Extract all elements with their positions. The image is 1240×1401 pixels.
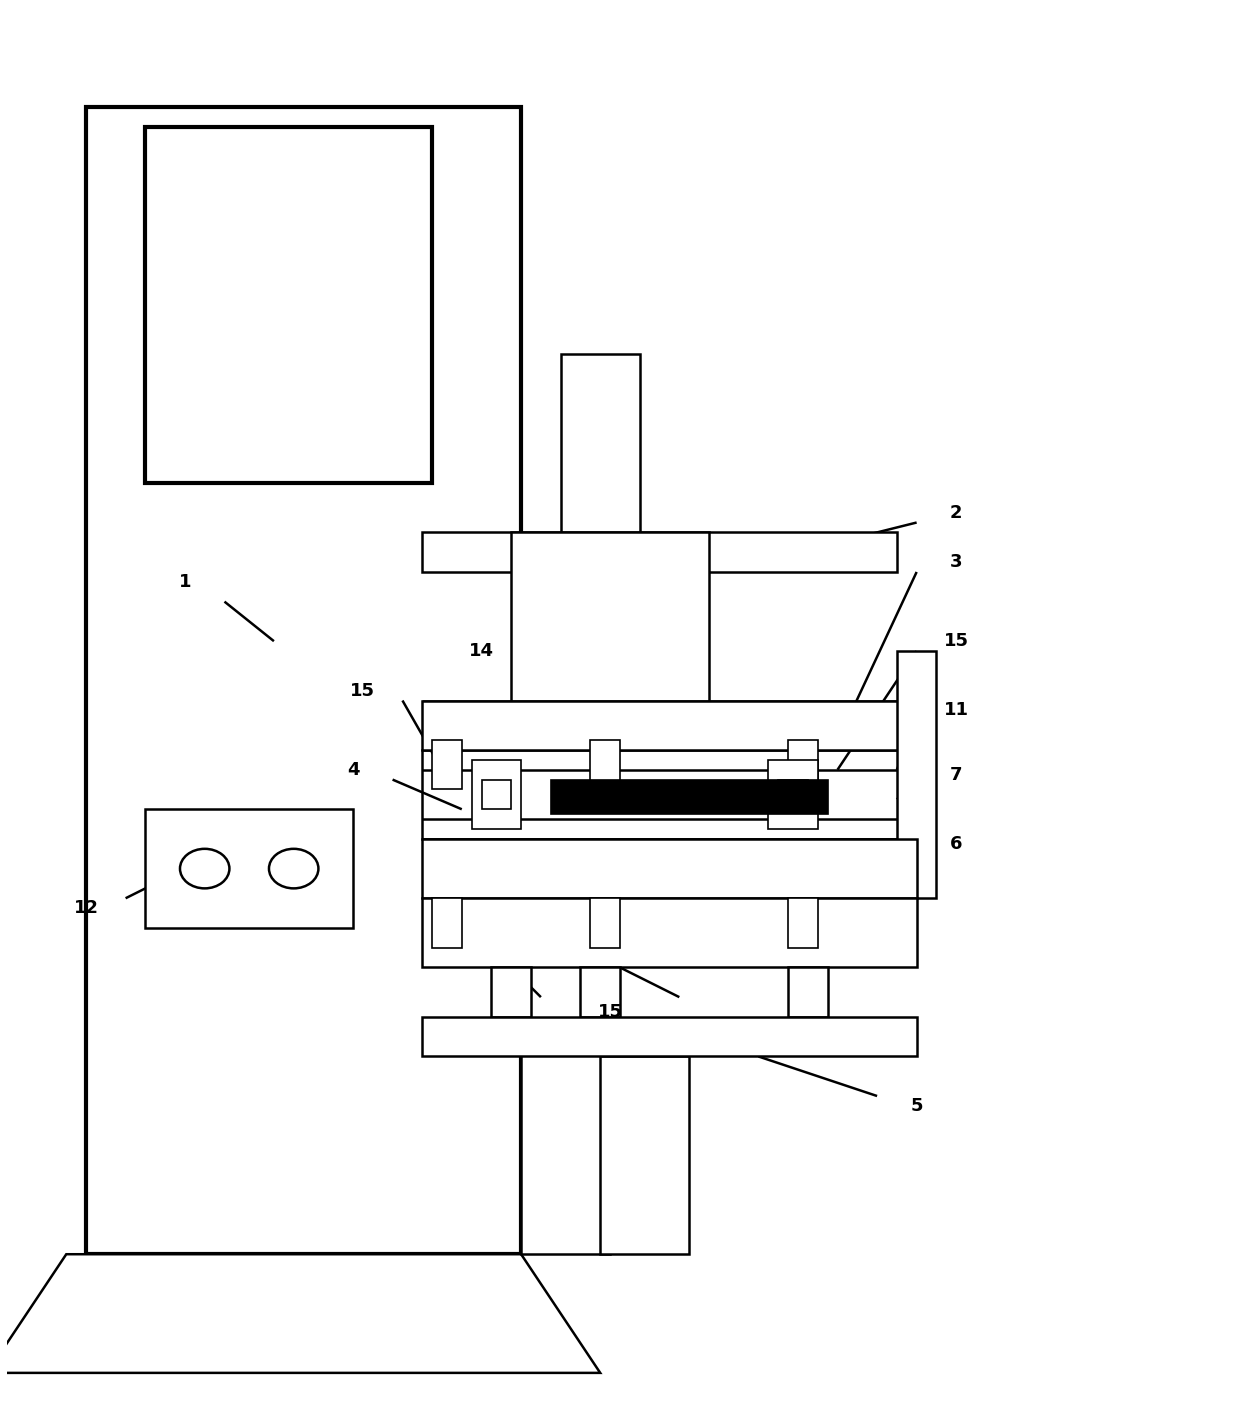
Text: 12: 12 (73, 899, 98, 918)
Bar (423, 1017, 916, 1056)
Text: 15: 15 (598, 1003, 622, 1021)
Bar (511, 532, 709, 700)
Bar (590, 740, 620, 790)
Polygon shape (0, 1254, 600, 1373)
Bar (789, 898, 817, 947)
Ellipse shape (180, 849, 229, 888)
Text: 5: 5 (910, 1097, 923, 1115)
Bar (580, 968, 620, 1017)
Bar (779, 779, 808, 810)
Bar (145, 810, 353, 927)
Text: 15: 15 (944, 632, 968, 650)
Bar (600, 1056, 689, 1254)
Text: 7: 7 (950, 766, 962, 783)
Bar (789, 968, 827, 1017)
Bar (560, 354, 640, 532)
Text: 11: 11 (944, 702, 968, 719)
Bar (423, 700, 916, 750)
Bar (86, 108, 521, 1254)
Bar (897, 651, 936, 898)
Bar (769, 759, 817, 829)
Bar (471, 759, 521, 829)
Text: 14: 14 (469, 642, 494, 660)
Bar (423, 839, 916, 898)
Bar (590, 898, 620, 947)
Bar (432, 898, 461, 947)
Bar (789, 740, 817, 790)
Bar (491, 968, 531, 1017)
Text: 2: 2 (950, 503, 962, 521)
Text: 15: 15 (351, 682, 376, 699)
Bar (481, 779, 511, 810)
Bar (432, 740, 461, 790)
Bar (521, 542, 610, 1254)
Text: 1: 1 (179, 573, 191, 591)
Bar (423, 898, 916, 968)
Text: 3: 3 (950, 553, 962, 572)
Bar (551, 779, 827, 814)
Ellipse shape (269, 849, 319, 888)
Text: 4: 4 (347, 761, 360, 779)
Bar (423, 750, 916, 839)
Bar (423, 532, 897, 572)
Bar (145, 127, 432, 483)
Text: 6: 6 (950, 835, 962, 853)
